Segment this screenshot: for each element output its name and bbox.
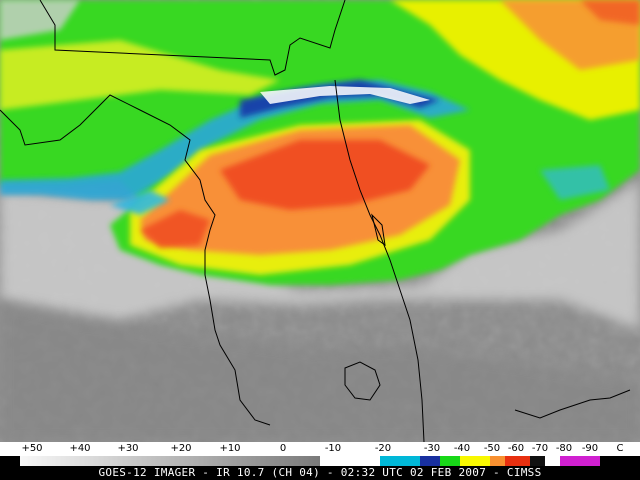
colorbar-segment [320, 456, 380, 466]
scale-tick-label: +50 [21, 443, 43, 454]
colorbar-segment [505, 456, 530, 466]
scale-tick-label: -20 [374, 443, 392, 454]
scale-tick-label: 0 [279, 443, 287, 454]
colorbar-segment [380, 456, 420, 466]
colorbar-segment [440, 456, 460, 466]
colorbar-segment [490, 456, 505, 466]
satellite-ir-image [0, 0, 640, 442]
colorbar-segment [560, 456, 600, 466]
scale-tick-label: -60 [507, 443, 525, 454]
scale-tick-label: C [616, 443, 624, 454]
colorbar-segment [545, 456, 560, 466]
scale-tick-label: -40 [453, 443, 471, 454]
colorbar-segment [0, 456, 20, 466]
red-cloud-core [220, 140, 430, 210]
cyan-edge-band [0, 80, 470, 200]
scale-tick-label: -80 [555, 443, 573, 454]
colorbar-segment [600, 456, 640, 466]
colorbar-segment [20, 456, 320, 466]
scale-tick-label: +20 [170, 443, 192, 454]
temperature-scale-labels: +50 +40 +30 +20 +10 0 -10 -20 -30 -40 -50 -60 -70 -80… [0, 442, 640, 456]
scale-tick-label: -50 [483, 443, 501, 454]
scale-tick-label: +40 [69, 443, 91, 454]
scale-tick-label: -10 [324, 443, 342, 454]
scale-tick-label: -90 [581, 443, 599, 454]
colorbar-segment [460, 456, 490, 466]
colorbar-segment [530, 456, 545, 466]
scale-tick-label: +30 [117, 443, 139, 454]
image-caption: GOES-12 IMAGER - IR 10.7 (CH 04) - 02:32… [0, 466, 640, 480]
low-cloud-band [0, 180, 640, 330]
scale-tick-label: -30 [423, 443, 441, 454]
scale-tick-label: -70 [531, 443, 549, 454]
temperature-colorbar [0, 456, 640, 466]
colorbar-segment [420, 456, 440, 466]
coastline-outline [0, 0, 631, 442]
scale-tick-label: +10 [219, 443, 241, 454]
